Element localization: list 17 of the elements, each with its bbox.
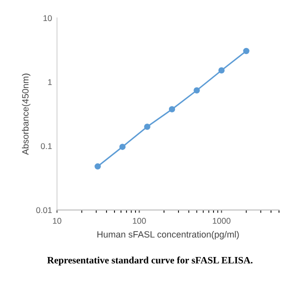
point: [194, 87, 200, 94]
x-tick-label: 1000: [212, 218, 230, 224]
y-axis-title: Absorbance(450nm): [22, 74, 30, 155]
x-tick-label: 10: [53, 218, 62, 224]
y-tick-label: 1: [48, 79, 52, 86]
point: [119, 144, 126, 150]
point: [243, 48, 250, 54]
y-tick-label: 0.01: [36, 207, 52, 214]
point: [144, 124, 150, 130]
x-axis-title: Human sFASL concentration(pg/ml): [97, 230, 239, 240]
x-tick-label: 100: [132, 218, 146, 224]
point: [218, 67, 225, 74]
y-tick-label: 10: [44, 15, 52, 22]
point: [168, 106, 176, 112]
text: Representative standard curve for sFASL ELISA.: [47, 256, 252, 266]
point: [94, 163, 101, 170]
y-tick-label: 0.1: [40, 143, 52, 150]
